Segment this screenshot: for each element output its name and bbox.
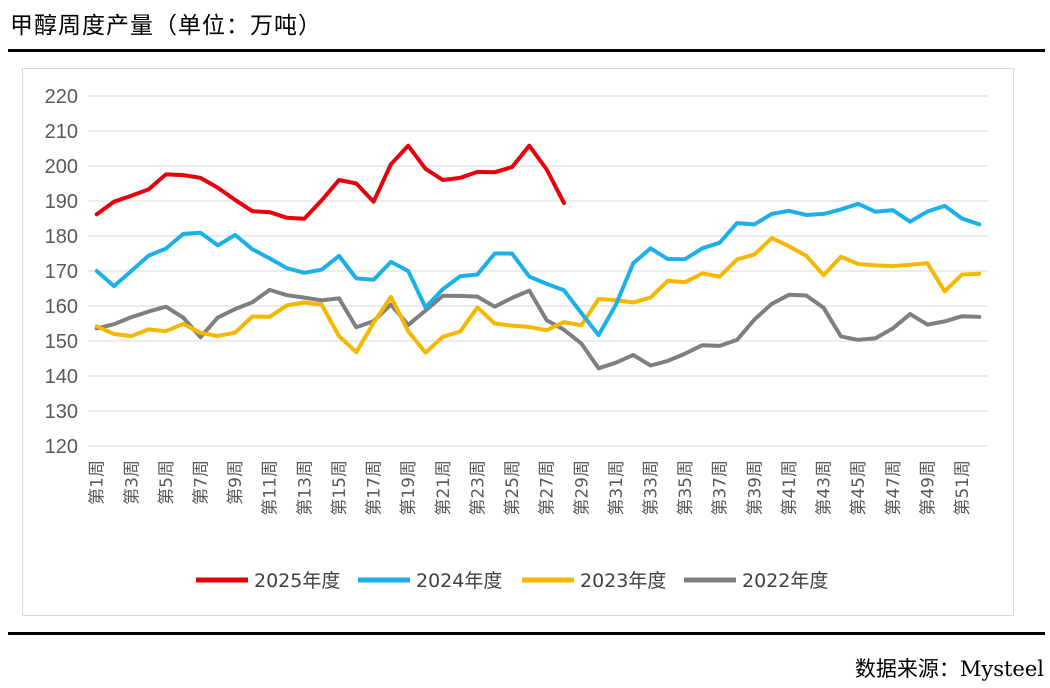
x-tick-label: 第11周 — [261, 460, 281, 516]
series-line-2024年度 — [94, 201, 982, 338]
y-tick-label: 120 — [45, 436, 78, 458]
x-tick-label: 第37周 — [711, 460, 731, 516]
x-tick-label: 第21周 — [434, 460, 454, 516]
x-tick-label: 第27周 — [538, 460, 558, 516]
x-tick-label: 第31周 — [607, 460, 627, 516]
y-tick-label: 190 — [45, 191, 78, 213]
x-tick-label: 第45周 — [849, 460, 869, 516]
legend-label: 2025年度 — [254, 570, 340, 592]
legend-label: 2023年度 — [580, 570, 666, 592]
x-tick-label: 第25周 — [503, 460, 523, 516]
y-tick-label: 170 — [45, 261, 78, 283]
y-tick-label: 210 — [45, 121, 78, 143]
x-tick-label: 第51周 — [953, 460, 973, 516]
x-tick-label: 第13周 — [295, 460, 315, 516]
y-tick-label: 150 — [45, 331, 78, 353]
legend-label: 2024年度 — [416, 570, 502, 592]
x-tick-label: 第39周 — [745, 460, 765, 516]
y-tick-label: 180 — [45, 226, 78, 248]
x-tick-label: 第5周 — [157, 460, 177, 505]
x-tick-label: 第15周 — [330, 460, 350, 516]
x-tick-label: 第17周 — [365, 460, 385, 516]
y-tick-label: 140 — [45, 366, 78, 388]
y-tick-label: 160 — [45, 296, 78, 318]
x-tick-label: 第43周 — [815, 460, 835, 516]
x-tick-label: 第1周 — [88, 460, 108, 505]
x-tick-label: 第19周 — [399, 460, 419, 516]
title-rule — [8, 49, 1045, 52]
x-tick-label: 第23周 — [468, 460, 488, 516]
series-line-2023年度 — [94, 236, 982, 355]
y-tick-label: 130 — [45, 401, 78, 423]
series-line-2022年度 — [94, 287, 982, 371]
x-tick-label: 第35周 — [676, 460, 696, 516]
chart-frame — [22, 68, 1014, 616]
x-tick-label: 第9周 — [226, 460, 246, 505]
x-tick-label: 第29周 — [572, 460, 592, 516]
chart-title: 甲醇周度产量（单位：万吨） — [10, 13, 322, 39]
x-tick-label: 第41周 — [780, 460, 800, 516]
y-tick-label: 220 — [45, 86, 78, 108]
x-tick-label: 第7周 — [192, 460, 212, 505]
x-tick-label: 第3周 — [122, 460, 142, 505]
x-tick-label: 第49周 — [918, 460, 938, 516]
series-line-2025年度 — [94, 143, 566, 221]
x-tick-label: 第47周 — [884, 460, 904, 516]
footer-rule — [8, 632, 1045, 635]
y-tick-label: 200 — [45, 156, 78, 178]
legend-label: 2022年度 — [742, 570, 828, 592]
data-source: 数据来源：Mysteel — [854, 657, 1044, 681]
x-tick-label: 第33周 — [642, 460, 662, 516]
